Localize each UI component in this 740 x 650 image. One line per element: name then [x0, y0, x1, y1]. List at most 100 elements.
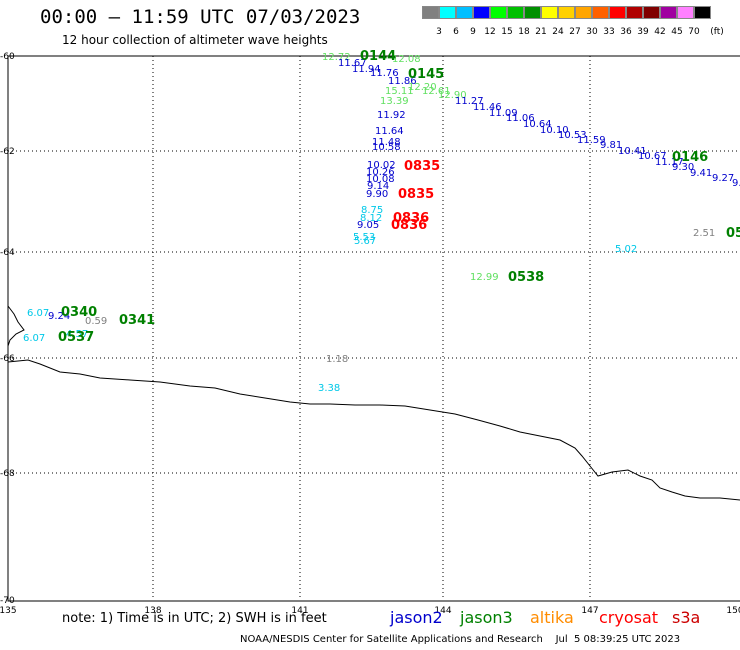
- time-label: 0836: [393, 211, 429, 226]
- swh-value: 11.92: [377, 110, 406, 121]
- swh-value: 11.17: [655, 157, 684, 168]
- legend-label: 6: [453, 27, 459, 37]
- swh-value: 12.99: [470, 272, 499, 283]
- swh-value: 9.: [732, 178, 740, 189]
- map-subtitle: 12 hour collection of altimeter wave hei…: [62, 33, 328, 47]
- legend-swatch: [456, 6, 473, 19]
- legend-label: 3: [436, 27, 442, 37]
- swh-value: 8.75: [361, 205, 383, 216]
- swh-value: 9.14: [367, 181, 389, 192]
- legend-label: 70: [688, 27, 700, 37]
- swh-value: 13.39: [380, 96, 409, 107]
- time-label: 0835: [404, 159, 440, 174]
- legend-cryosat: cryosat: [599, 608, 659, 627]
- swh-value: 9.05: [357, 220, 379, 231]
- time-label: 0836: [391, 218, 427, 233]
- swh-value: 8.12: [360, 213, 382, 224]
- swh-value: 5.53: [353, 232, 375, 243]
- swh-value: 5.02: [615, 244, 637, 255]
- swh-value: 11.48: [372, 137, 401, 148]
- legend-label: 33: [603, 27, 615, 37]
- swh-value: 10.08: [366, 174, 395, 185]
- legend-jason3: jason3: [460, 608, 513, 627]
- lon-label: 144: [434, 606, 451, 616]
- swh-value: 0.59: [85, 316, 107, 327]
- swh-value: 12.61: [422, 86, 451, 97]
- time-label: 0144: [360, 49, 396, 64]
- legend-label: 42: [654, 27, 666, 37]
- legend-swatch: [507, 6, 524, 19]
- swh-value: 10.10: [540, 125, 569, 136]
- legend-swatch: [558, 6, 575, 19]
- swh-value: 11.09: [489, 108, 518, 119]
- swh-value: 12.90: [438, 90, 467, 101]
- legend-label: 39: [637, 27, 649, 37]
- swh-value: 11.59: [577, 135, 606, 146]
- swh-value: 9.81: [600, 140, 622, 151]
- swh-value: 9.27: [712, 173, 734, 184]
- legend-label: 15: [501, 27, 513, 37]
- swh-value: 12.72: [322, 52, 351, 63]
- swh-value: 12.08: [392, 54, 421, 65]
- legend-jason2: jason2: [390, 608, 443, 627]
- legend-s3a: s3a: [672, 608, 701, 627]
- coastline: [7, 305, 740, 501]
- swh-value: 11.06: [506, 113, 535, 124]
- legend-label: 30: [586, 27, 598, 37]
- legend-label: 27: [569, 27, 581, 37]
- lat-label: -62: [0, 147, 15, 157]
- time-label: 0146: [672, 150, 708, 165]
- swh-value: 3.38: [318, 383, 340, 394]
- legend-swatch: [609, 6, 626, 19]
- legend-swatch: [677, 6, 694, 19]
- time-label: 0341: [119, 313, 155, 328]
- swh-value: 9.24: [48, 311, 70, 322]
- swh-value: 10.64: [523, 119, 552, 130]
- swh-value: 9.90: [366, 189, 388, 200]
- credit-line: NOAA/NESDIS Center for Satellite Applica…: [240, 634, 681, 645]
- legend-label: 18: [518, 27, 530, 37]
- lat-label: -60: [0, 52, 15, 62]
- legend-swatch: [694, 6, 711, 19]
- map-frame: [7, 55, 740, 602]
- swh-value: 11.76: [370, 68, 399, 79]
- legend-label: 21: [535, 27, 547, 37]
- legend-unit: (ft): [710, 27, 724, 37]
- lon-label: 150: [726, 606, 740, 616]
- swh-value: 11.64: [375, 126, 404, 137]
- swh-value: 9.41: [690, 168, 712, 179]
- legend-swatch: [439, 6, 456, 19]
- swh-value: 12.20: [408, 82, 437, 93]
- swh-value: 1.18: [326, 354, 348, 365]
- footnote: note: 1) Time is in UTC; 2) SWH is in fe…: [62, 611, 327, 626]
- swh-value: 10.58: [372, 142, 401, 153]
- map-title: 00:00 – 11:59 UTC 07/03/2023: [40, 6, 361, 28]
- lat-label: -68: [0, 469, 15, 479]
- legend-label: 45: [671, 27, 683, 37]
- legend-label: 36: [620, 27, 632, 37]
- swh-value: 11.67: [338, 58, 367, 69]
- swh-value: 4.57: [66, 329, 88, 340]
- lon-label: 147: [581, 606, 598, 616]
- legend-swatch: [660, 6, 677, 19]
- legend-swatch: [575, 6, 592, 19]
- legend-swatch: [541, 6, 558, 19]
- legend-swatch: [422, 6, 439, 19]
- swh-value: 15.11: [385, 86, 414, 97]
- legend-label: 12: [484, 27, 496, 37]
- swh-value: 10.26: [366, 167, 395, 178]
- legend-swatch: [490, 6, 507, 19]
- swh-value: 6.07: [23, 333, 45, 344]
- swh-value: 11.94: [352, 64, 381, 75]
- legend-altika: altika: [530, 608, 574, 627]
- swh-value: 5.67: [354, 236, 376, 247]
- legend-swatch: [473, 6, 490, 19]
- legend-swatch: [592, 6, 609, 19]
- swh-value: 6.07: [27, 308, 49, 319]
- lon-label: 141: [291, 606, 308, 616]
- swh-value: 11.46: [473, 102, 502, 113]
- lon-label: 138: [144, 606, 161, 616]
- lat-label: -64: [0, 248, 15, 258]
